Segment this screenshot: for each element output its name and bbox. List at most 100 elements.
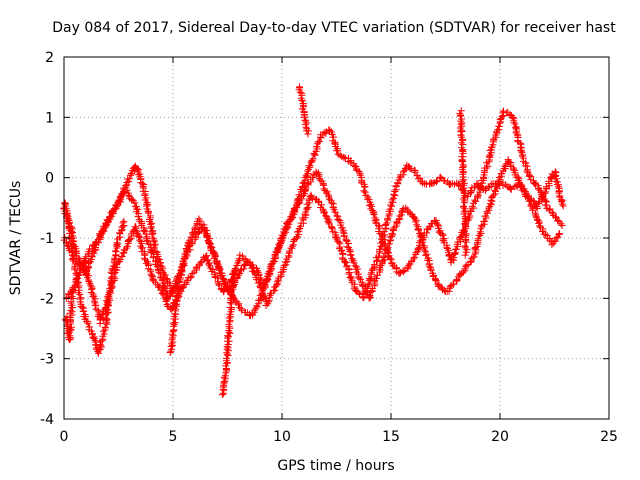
y-tick-label: 0 bbox=[45, 171, 54, 187]
data-point-markers bbox=[158, 288, 174, 312]
series-segment-5h-dip bbox=[166, 283, 184, 356]
data-point-markers bbox=[112, 188, 128, 213]
data-point-markers bbox=[312, 168, 328, 193]
data-point-markers bbox=[373, 247, 391, 279]
data-point-markers bbox=[478, 199, 495, 229]
data-point-markers bbox=[446, 179, 461, 188]
data-point-markers bbox=[297, 193, 314, 230]
data-point-markers bbox=[360, 187, 378, 216]
data-point-markers bbox=[548, 230, 564, 249]
data-point-markers bbox=[79, 257, 96, 294]
x-tick-label: 0 bbox=[60, 429, 69, 445]
data-point-markers bbox=[270, 236, 285, 266]
data-point-markers bbox=[495, 157, 512, 181]
data-point-markers bbox=[296, 181, 312, 207]
data-point-markers bbox=[173, 254, 189, 290]
chart-title: Day 084 of 2017, Sidereal Day-to-day VTE… bbox=[52, 20, 616, 36]
data-point-markers bbox=[129, 197, 146, 227]
data-point-markers bbox=[246, 258, 260, 284]
series-track-c bbox=[62, 161, 567, 327]
y-axis-label: SDTVAR / TECUs bbox=[8, 181, 24, 296]
data-point-markers bbox=[120, 186, 136, 204]
data-point-markers bbox=[225, 290, 236, 326]
data-point-markers bbox=[101, 273, 116, 332]
data-point-markers bbox=[272, 266, 288, 291]
data-point-markers bbox=[392, 206, 407, 230]
y-tick-label: -3 bbox=[40, 352, 54, 368]
data-point-markers bbox=[166, 332, 177, 356]
x-axis-ticks: 0 5 10 15 20 25 bbox=[60, 57, 618, 445]
data-point-markers bbox=[131, 162, 145, 187]
data-point-markers bbox=[345, 155, 358, 170]
data-point-markers bbox=[141, 251, 157, 283]
data-point-markers bbox=[542, 170, 558, 193]
series-track-d bbox=[61, 199, 128, 357]
data-point-markers bbox=[116, 217, 128, 241]
data-point-markers bbox=[147, 247, 163, 276]
data-point-markers bbox=[67, 285, 77, 314]
data-point-markers bbox=[483, 133, 499, 170]
data-point-markers bbox=[299, 158, 316, 187]
data-point-markers bbox=[367, 247, 383, 278]
data-point-markers bbox=[72, 270, 85, 306]
data-point-markers bbox=[279, 242, 296, 272]
data-point-markers bbox=[95, 326, 109, 357]
data-point-markers bbox=[460, 228, 471, 259]
y-tick-label: 1 bbox=[45, 110, 54, 126]
data-point-markers bbox=[352, 163, 369, 191]
data-point-markers bbox=[261, 260, 276, 291]
data-point-markers bbox=[149, 276, 165, 294]
data-points bbox=[60, 83, 567, 399]
data-point-markers bbox=[473, 180, 487, 193]
data-point-markers bbox=[339, 228, 355, 259]
data-point-markers bbox=[324, 216, 340, 241]
data-point-markers bbox=[456, 107, 467, 143]
data-point-markers bbox=[289, 224, 304, 249]
data-point-markers bbox=[459, 197, 470, 235]
data-point-markers bbox=[67, 235, 80, 277]
series-segment-11h-peak bbox=[295, 83, 312, 138]
data-point-markers bbox=[325, 126, 342, 155]
data-point-markers bbox=[554, 216, 566, 229]
data-point-markers bbox=[365, 271, 381, 302]
data-point-markers bbox=[211, 271, 227, 294]
data-point-markers bbox=[302, 119, 312, 138]
data-point-markers bbox=[504, 156, 521, 181]
data-point-markers bbox=[298, 96, 307, 113]
data-point-markers bbox=[286, 199, 303, 224]
data-point-markers bbox=[96, 217, 112, 242]
data-point-markers bbox=[187, 217, 201, 241]
data-point-markers bbox=[200, 221, 216, 252]
data-point-markers bbox=[492, 108, 507, 139]
data-point-markers bbox=[458, 167, 469, 203]
data-point-markers bbox=[321, 187, 337, 211]
data-point-markers bbox=[86, 236, 102, 253]
data-point-markers bbox=[218, 375, 229, 399]
data-point-markers bbox=[145, 209, 159, 252]
data-point-markers bbox=[156, 269, 172, 300]
x-tick-label: 25 bbox=[600, 429, 618, 445]
data-point-markers bbox=[315, 198, 331, 223]
data-point-markers bbox=[138, 222, 155, 253]
data-point-markers bbox=[170, 297, 181, 320]
data-point-markers bbox=[295, 83, 306, 102]
x-tick-label: 20 bbox=[491, 429, 509, 445]
data-point-markers bbox=[207, 246, 224, 277]
data-point-markers bbox=[518, 149, 533, 180]
data-point-markers bbox=[516, 180, 531, 199]
series-segment-0h-cluster bbox=[61, 285, 77, 344]
data-point-markers bbox=[262, 283, 279, 309]
data-point-markers bbox=[470, 223, 486, 261]
data-point-markers bbox=[509, 113, 526, 155]
data-point-markers bbox=[247, 296, 264, 320]
data-point-markers bbox=[360, 273, 375, 302]
data-point-markers bbox=[77, 300, 91, 325]
data-point-markers bbox=[300, 107, 310, 125]
data-point-markers bbox=[235, 260, 249, 278]
data-point-markers bbox=[543, 204, 560, 222]
series-segment-7h-dip bbox=[218, 266, 239, 399]
data-point-markers bbox=[173, 283, 184, 302]
data-point-markers bbox=[182, 235, 199, 260]
